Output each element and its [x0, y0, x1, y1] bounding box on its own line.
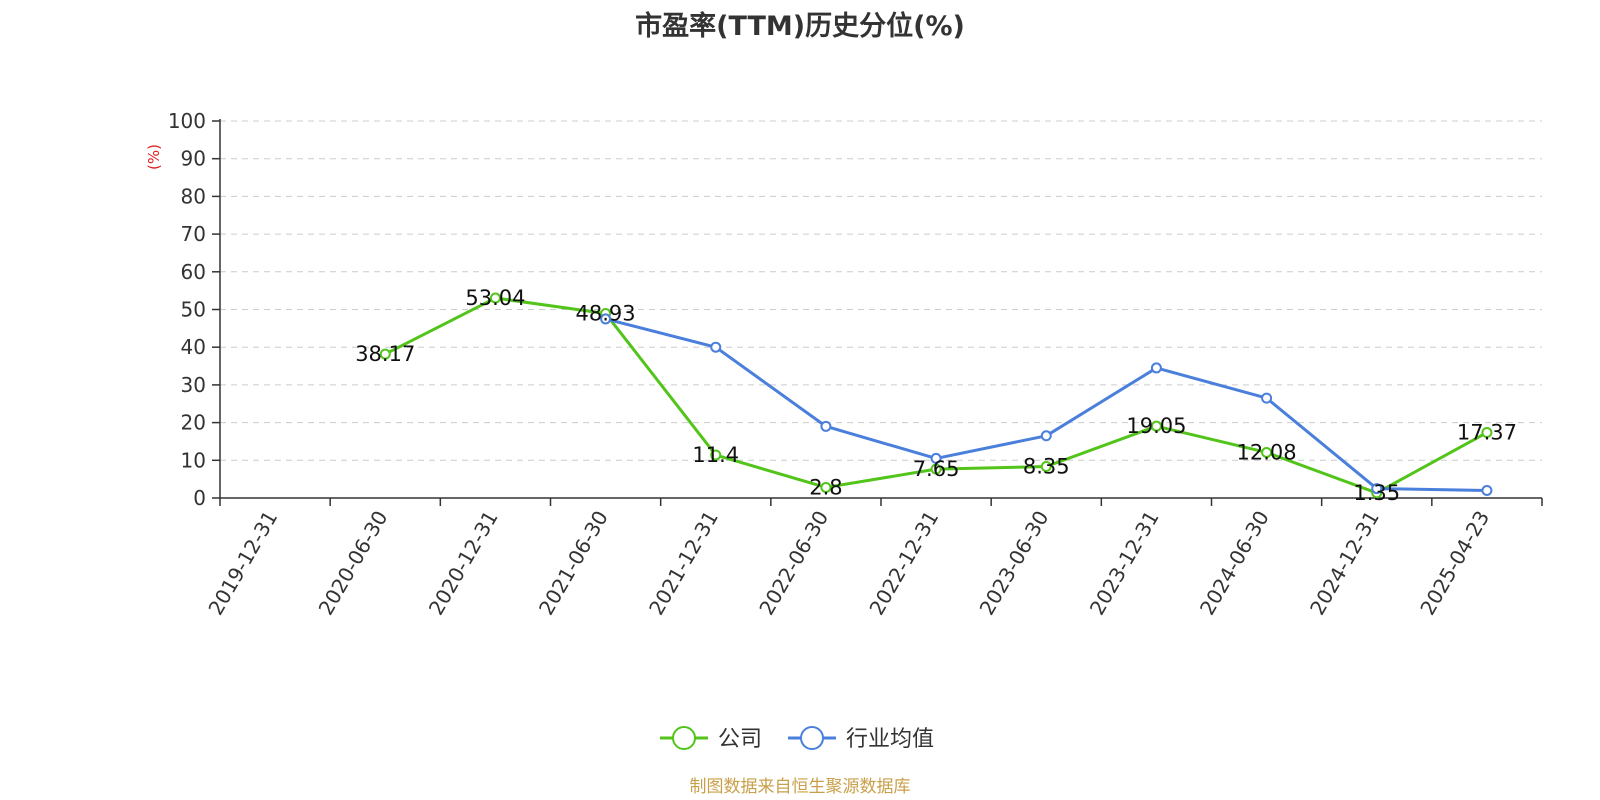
data-point [930, 452, 942, 464]
legend-label: 公司 [718, 727, 762, 752]
data-source-note: 制图数据来自恒生聚源数据库 [690, 777, 911, 797]
data-point [1481, 427, 1493, 439]
x-tick-label: 2020-12-31 [424, 507, 503, 620]
data-label: 48.93 [576, 302, 636, 326]
legend-swatch-marker [672, 726, 696, 750]
data-label: 11.4 [692, 443, 739, 467]
data-point [1040, 461, 1052, 473]
x-tick-label: 2021-06-30 [534, 507, 613, 620]
x-tick-label: 2023-12-31 [1085, 507, 1164, 620]
data-point [1481, 484, 1493, 496]
x-tick-label: 2020-06-30 [314, 507, 393, 620]
data-point [489, 292, 501, 304]
y-tick-label: 40 [181, 335, 206, 359]
y-tick-label: 60 [181, 260, 206, 284]
data-point [710, 449, 722, 461]
y-tick-label: 10 [181, 448, 206, 472]
data-label: 53.04 [465, 286, 525, 310]
x-tick-label: 2024-06-30 [1195, 507, 1274, 620]
x-tick-label: 2024-12-31 [1305, 507, 1384, 620]
data-point [1261, 446, 1273, 458]
data-point [1371, 483, 1383, 495]
data-label: 2.8 [809, 475, 842, 499]
y-tick-label: 90 [181, 147, 206, 171]
y-tick-label: 80 [181, 184, 206, 208]
y-tick-label: 100 [168, 109, 206, 133]
x-tick-label: 2019-12-31 [203, 507, 282, 620]
data-label: 38.17 [355, 342, 415, 366]
data-point [1150, 420, 1162, 432]
y-tick-label: 50 [181, 298, 206, 322]
data-label: 17.37 [1457, 421, 1517, 445]
data-point [820, 481, 832, 493]
series-lines [379, 292, 1493, 499]
x-tick-label: 2023-06-30 [975, 507, 1054, 620]
data-point [379, 348, 391, 360]
y-tick-label: 20 [181, 411, 206, 435]
data-point [1150, 362, 1162, 374]
data-label: 1.35 [1353, 481, 1400, 505]
data-point [1261, 392, 1273, 404]
y-tick-label: 0 [193, 486, 206, 510]
x-tick-label: 2025-04-23 [1415, 507, 1494, 620]
data-label: 8.35 [1023, 455, 1070, 479]
data-point [820, 420, 832, 432]
x-tick-label: 2021-12-31 [644, 507, 723, 620]
data-labels: 38.17 53.04 48.93 11.4 2.8 7.65 8.35 19.05 12.08… [355, 286, 1517, 505]
chart-title: 市盈率(TTM)历史分位(%) [635, 11, 965, 42]
y-tick-label: 30 [181, 373, 206, 397]
y-axis-unit-label: (%) [145, 144, 163, 170]
data-point [710, 341, 722, 353]
y-tick-label: 70 [181, 222, 206, 246]
data-point [600, 313, 612, 325]
legend-label: 行业均值 [846, 727, 934, 752]
data-label: 7.65 [913, 457, 960, 481]
data-label: 19.05 [1126, 414, 1186, 438]
legend: 公司 行业均值 [660, 726, 934, 752]
data-label: 12.08 [1237, 440, 1297, 464]
data-point [930, 463, 942, 475]
data-point [1040, 430, 1052, 442]
legend-swatch-marker [800, 726, 824, 750]
x-tick-label: 2022-12-31 [864, 507, 943, 620]
grid-lines [220, 120, 1542, 461]
x-tick-label: 2022-06-30 [754, 507, 833, 620]
